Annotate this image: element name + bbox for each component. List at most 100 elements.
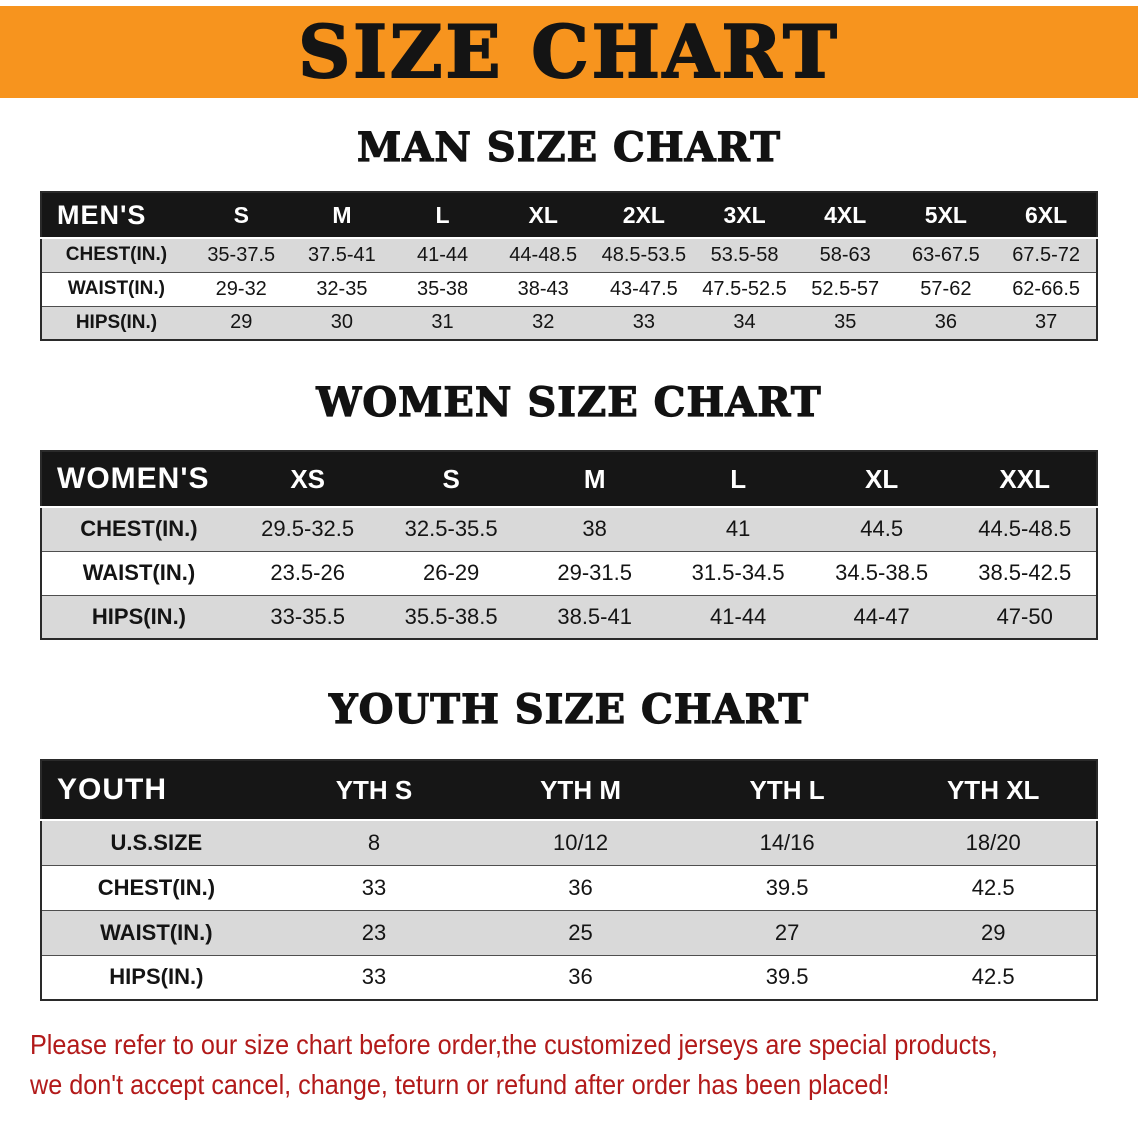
women-table-title: WOMEN'S [57, 462, 210, 495]
row-label: CHEST(IN.) [97, 874, 216, 900]
row-label: WAIST(IN.) [82, 560, 196, 585]
size-cell: 42.5 [971, 874, 1015, 900]
size-cell: 32.5-35.5 [404, 516, 498, 542]
row-label: CHEST(IN.) [65, 244, 168, 266]
size-cell: 38 [582, 516, 607, 542]
row-label: CHEST(IN.) [80, 516, 198, 542]
disclaimer: Please refer to our size chart before or… [30, 1025, 1138, 1105]
size-cell: 52.5-57 [811, 277, 880, 300]
size-cell: 36 [568, 874, 593, 900]
size-cell: 10/12 [553, 829, 609, 855]
size-cell: 23.5-26 [270, 560, 345, 585]
column-header: L [435, 201, 450, 228]
size-cell: 43-47.5 [609, 277, 678, 300]
disclaimer-line: Please refer to our size chart before or… [30, 1029, 998, 1060]
women-section-heading: WOMEN SIZE CHART [316, 378, 822, 426]
size-cell: 39.5 [765, 964, 809, 990]
youth-table-title: YOUTH [57, 773, 167, 806]
size-cell: 29-32 [215, 277, 267, 300]
size-cell: 33 [361, 964, 387, 990]
size-cell: 36 [934, 311, 957, 334]
size-cell: 35-37.5 [207, 243, 276, 266]
column-header: YTH L [749, 774, 825, 805]
column-header: YTH S [335, 774, 413, 805]
size-cell: 44.5 [860, 516, 904, 542]
size-cell: 44-47 [853, 603, 910, 629]
size-chart-page: SIZE CHART MAN SIZE CHART MEN'S S M L XL… [0, 6, 1138, 1105]
size-cell: 33-35.5 [270, 603, 345, 629]
size-cell: 27 [774, 919, 800, 945]
youth-header-row: YOUTH YTH S YTH M YTH L YTH XL [41, 760, 1097, 820]
column-header: S [442, 463, 460, 494]
size-cell: 25 [568, 919, 593, 945]
size-cell: 33 [361, 874, 387, 900]
size-cell: 53.5-58 [710, 243, 779, 266]
row-label: WAIST(IN.) [67, 278, 165, 299]
size-cell: 47-50 [996, 603, 1053, 629]
size-cell: 8 [367, 829, 381, 855]
column-header: XL [865, 463, 899, 494]
size-cell: 37.5-41 [307, 243, 376, 266]
size-cell: 41-44 [416, 243, 469, 266]
men-header-row: MEN'S S M L XL 2XL 3XL 4XL 5XL 6XL [41, 192, 1097, 238]
table-row: WAIST(IN.) 23.5-26 26-29 29-31.5 31.5-34… [41, 551, 1097, 595]
size-cell: 18/20 [965, 829, 1021, 855]
column-header: XS [290, 463, 325, 494]
table-row: CHEST(IN.) 33 36 39.5 42.5 [41, 865, 1097, 910]
column-header: 4XL [824, 201, 867, 228]
size-cell: 26-29 [423, 560, 480, 585]
column-header: 6XL [1025, 201, 1068, 228]
column-header: M [332, 201, 352, 228]
size-cell: 31.5-34.5 [691, 560, 785, 585]
column-header: M [583, 463, 606, 494]
row-label: WAIST(IN.) [100, 919, 213, 945]
column-header: YTH XL [946, 774, 1040, 805]
size-cell: 32-35 [316, 277, 368, 300]
size-cell: 41-44 [710, 603, 767, 629]
column-header: XXL [999, 463, 1050, 494]
table-row: WAIST(IN.) 29-32 32-35 35-38 38-43 43-47… [41, 272, 1097, 306]
women-header-row: WOMEN'S XS S M L XL XXL [41, 451, 1097, 507]
table-row: HIPS(IN.) 29 30 31 32 33 34 35 36 37 [41, 306, 1097, 340]
disclaimer-line: we don't accept cancel, change, teturn o… [30, 1068, 890, 1100]
size-cell: 31 [431, 311, 454, 334]
men-size-table: MEN'S S M L XL 2XL 3XL 4XL 5XL 6XL CHEST… [40, 191, 1098, 341]
column-header: 2XL [622, 201, 665, 228]
column-header: XL [528, 201, 558, 228]
size-cell: 48.5-53.5 [601, 243, 687, 266]
size-cell: 23 [361, 919, 387, 945]
size-cell: 57-62 [920, 277, 972, 300]
size-cell: 47.5-52.5 [702, 277, 787, 300]
size-cell: 63-67.5 [911, 243, 980, 266]
row-label: HIPS(IN.) [109, 964, 204, 990]
row-label: HIPS(IN.) [75, 311, 158, 333]
size-cell: 29-31.5 [557, 560, 632, 585]
size-cell: 34 [733, 311, 756, 334]
men-section-heading: MAN SIZE CHART [356, 123, 781, 171]
women-size-table: WOMEN'S XS S M L XL XXL CHEST(IN.) 29.5-… [40, 450, 1098, 640]
youth-size-table: YOUTH YTH S YTH M YTH L YTH XL U.S.SIZE … [40, 759, 1098, 1001]
page-title: SIZE CHART [297, 9, 840, 94]
size-cell: 42.5 [971, 964, 1015, 990]
size-cell: 38.5-41 [557, 603, 632, 629]
table-row: CHEST(IN.) 29.5-32.5 32.5-35.5 38 41 44.… [41, 507, 1097, 551]
size-cell: 37 [1034, 311, 1058, 334]
size-cell: 39.5 [765, 874, 809, 900]
row-label: HIPS(IN.) [91, 603, 187, 629]
size-cell: 35-38 [416, 277, 469, 300]
table-row: HIPS(IN.) 33-35.5 35.5-38.5 38.5-41 41-4… [41, 595, 1097, 639]
table-row: CHEST(IN.) 35-37.5 37.5-41 41-44 44-48.5… [41, 238, 1097, 272]
size-cell: 29 [230, 311, 253, 334]
column-header: 5XL [924, 201, 967, 228]
size-cell: 32 [532, 311, 555, 334]
size-cell: 38-43 [517, 277, 569, 300]
size-cell: 35.5-38.5 [404, 603, 498, 629]
size-cell: 14/16 [759, 829, 815, 855]
youth-section-heading: YOUTH SIZE CHART [328, 685, 809, 733]
row-label: U.S.SIZE [110, 829, 203, 855]
size-cell: 67.5-72 [1012, 243, 1081, 266]
size-cell: 36 [568, 964, 593, 990]
table-row: WAIST(IN.) 23 25 27 29 [41, 910, 1097, 955]
size-cell: 30 [330, 311, 354, 334]
size-cell: 33 [632, 311, 655, 334]
